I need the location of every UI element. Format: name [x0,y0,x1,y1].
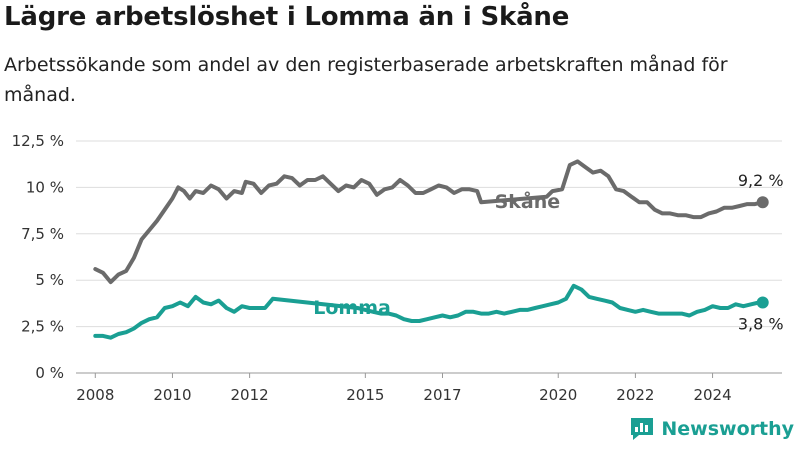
brand-logo: Newsworthy [629,416,794,442]
series-end-point-lomma [756,296,769,309]
newsworthy-logo-icon [631,418,654,440]
x-tick-label: 2020 [539,386,577,404]
grid-lines [76,140,782,374]
y-axis-ticks: 0 % 2,5 % 5 % 7,5 % 10 % 12,5 % [12,132,64,382]
chart-title: Lägre arbetslöshet i Lomma än i Skåne [4,2,570,32]
series-end-point-sk-ne [756,196,769,209]
x-tick-label: 2008 [76,386,114,404]
y-tick-label: 5 % [35,271,64,289]
y-tick-label: 2,5 % [21,318,64,336]
y-tick-label: 10 % [26,178,64,196]
series-labels: 9,2 % 3,8 % Skåne Lomma [313,171,783,333]
end-value-label-sk-ne: 9,2 % [738,171,784,190]
y-tick-label: 0 % [35,364,64,382]
series-label-sk-ne: Skåne [495,189,561,213]
series-label-lomma: Lomma [313,297,391,319]
y-tick-label: 7,5 % [21,225,64,243]
chart-subtitle: Arbetssökande som andel av den registerb… [4,54,728,106]
x-tick-label: 2017 [423,386,461,404]
x-tick-label: 2024 [693,386,731,404]
series-line-lomma [93,283,765,340]
series-line-sk-ne [93,159,765,285]
y-tick-label: 12,5 % [12,132,64,150]
series-lines [93,159,769,340]
brand-name: Newsworthy [661,418,794,440]
x-tick-label: 2015 [346,386,384,404]
x-tick-label: 2012 [231,386,269,404]
x-tick-label: 2010 [153,386,191,404]
x-axis-ticks: 2008 2010 2012 2015 2017 2020 2022 2024 [76,373,732,404]
end-value-label-lomma: 3,8 % [738,314,784,333]
x-tick-label: 2022 [616,386,654,404]
